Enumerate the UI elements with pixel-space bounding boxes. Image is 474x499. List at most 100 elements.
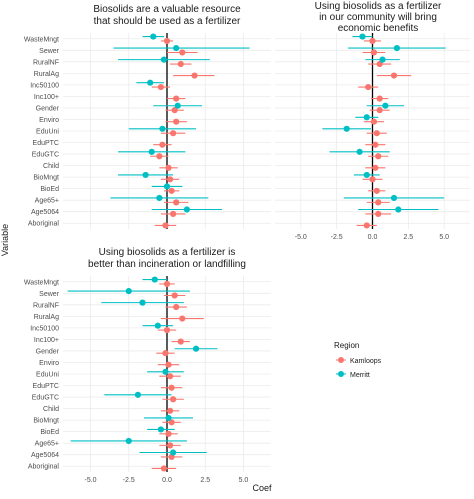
y-tick-label-wastemngt: WasteMngt	[24, 279, 59, 286]
y-tick-label-ruralnf: RuralNF	[33, 302, 59, 309]
y-tick-label-age5064: Age5064	[31, 452, 59, 459]
point-age5064	[183, 206, 190, 213]
point-eduuni	[166, 373, 174, 380]
point-age65plus	[156, 194, 163, 202]
x-tick-label: 5.0	[439, 234, 449, 241]
series-kamloops	[356, 37, 412, 229]
point-gender	[171, 107, 178, 114]
y-tick-label-biomngt: BioMngt	[33, 175, 59, 182]
panel-title: Using biosolids as a fertilizer in our c…	[315, 1, 442, 34]
y-tick-label-sewer: Sewer	[39, 291, 60, 298]
legend-entry-merritt: Merritt	[336, 371, 370, 379]
point-inc50100	[163, 326, 171, 334]
point-edugtc	[375, 153, 382, 160]
point-ruralnf	[379, 56, 386, 63]
legend-merritt-label: Merritt	[350, 372, 370, 379]
legend-kamloops-point	[338, 357, 344, 363]
y-tick-label-aboriginal: Aboriginal	[28, 221, 60, 228]
y-tick-labels: WasteMngt Sewer RuralNF RuralAg Inc50100 Inc1…	[24, 279, 60, 470]
y-tick-label-enviro: Enviro	[39, 117, 59, 124]
point-aboriginal	[363, 222, 370, 229]
legend: Region Kamloops Merritt	[334, 341, 382, 379]
point-gender	[174, 102, 181, 109]
point-biomngt	[142, 171, 149, 179]
y-tick-label-ruralag: RuralAg	[34, 314, 59, 321]
x-tick-label: 0.0	[368, 234, 378, 241]
point-wastemngt	[163, 37, 171, 45]
panel-title-line-1: Biosolids are a valuable resource	[93, 4, 241, 15]
point-enviro	[173, 118, 180, 125]
x-axis-title: Coef	[252, 483, 272, 493]
panel-valuable-resource: Biosolids are a valuable resource that s…	[24, 4, 271, 229]
point-edugtc	[156, 153, 163, 160]
point-eduuni	[159, 125, 166, 132]
legend-merritt-point	[338, 371, 344, 377]
point-eduptc	[168, 384, 175, 391]
panel-title-line-1: Using biosolids as a fertilizer	[315, 1, 442, 12]
panel-title: Biosolids are a valuable resource that s…	[93, 4, 241, 27]
point-inc50100	[365, 83, 372, 91]
y-tick-labels: WasteMngt Sewer RuralNF RuralAg Inc50100 Inc1…	[24, 36, 60, 227]
series-kamloops	[150, 37, 215, 229]
y-axis-title: Variable	[0, 224, 10, 256]
y-tick-label-edugtc: EduGTC	[32, 395, 59, 402]
point-ruralag	[179, 315, 186, 322]
y-tick-label-eduuni: EduUni	[36, 129, 59, 136]
point-wastemngt	[151, 276, 158, 283]
point-ruralnf	[173, 303, 180, 311]
point-edugtc	[356, 148, 363, 155]
point-sewer	[179, 49, 186, 56]
point-sewer	[393, 44, 400, 52]
point-biomngt	[168, 419, 175, 426]
point-sewer	[171, 292, 178, 299]
series-kamloops	[151, 280, 204, 472]
y-tick-label-child: Child	[43, 163, 59, 170]
point-eduptc	[372, 141, 379, 148]
point-child	[166, 407, 174, 414]
legend-entry-kamloops: Kamloops	[336, 357, 382, 365]
series-merritt	[67, 276, 218, 456]
x-tick-label: 5.0	[239, 477, 249, 484]
x-tick-label: 0.0	[162, 477, 172, 484]
point-ruralag	[390, 72, 398, 79]
y-tick-label-enviro: Enviro	[39, 360, 59, 367]
point-eduuni	[373, 130, 380, 137]
panel-title-line-1: Using biosolids as a fertilizer is	[99, 247, 236, 258]
legend-title: Region	[334, 341, 359, 350]
point-biomngt	[166, 176, 174, 183]
x-tick-label: -2.5	[331, 234, 343, 241]
point-bioed	[165, 430, 172, 437]
y-tick-label-eduuni: EduUni	[36, 372, 59, 379]
y-tick-label-sewer: Sewer	[39, 48, 60, 55]
point-biomngt	[369, 176, 376, 183]
y-tick-label-age65plus: Age65+	[35, 198, 59, 205]
point-age65plus	[166, 442, 174, 449]
point-sewer	[125, 287, 132, 295]
x-tick-label: -2.5	[123, 477, 135, 484]
point-eduuni	[343, 125, 350, 132]
point-inc100plus	[177, 338, 184, 345]
y-tick-label-aboriginal: Aboriginal	[28, 464, 60, 471]
point-bioed	[373, 187, 380, 194]
y-tick-label-eduptc: EduPTC	[33, 140, 59, 147]
x-tick-label: 2.5	[403, 234, 413, 241]
point-ruralnf	[177, 60, 184, 68]
point-age5064	[170, 449, 177, 456]
point-biomngt	[165, 414, 172, 422]
point-gender	[382, 102, 389, 109]
point-bioed	[163, 183, 171, 190]
panel-title-line-3: economic benefits	[338, 23, 419, 34]
point-inc50100	[154, 322, 161, 329]
panel-title-line-2: better than incineration or landfilling	[88, 259, 246, 270]
x-tick-label: -5.0	[84, 477, 96, 484]
point-eduptc	[159, 141, 166, 148]
y-tick-label-edugtc: EduGTC	[32, 152, 59, 159]
series-merritt	[110, 33, 250, 213]
y-tick-label-child: Child	[43, 406, 59, 413]
point-ruralnf	[376, 60, 383, 68]
x-tick-label: -5.0	[295, 234, 307, 241]
point-inc100plus	[173, 95, 180, 102]
y-tick-label-gender: Gender	[36, 105, 60, 112]
point-eduuni	[162, 368, 169, 375]
